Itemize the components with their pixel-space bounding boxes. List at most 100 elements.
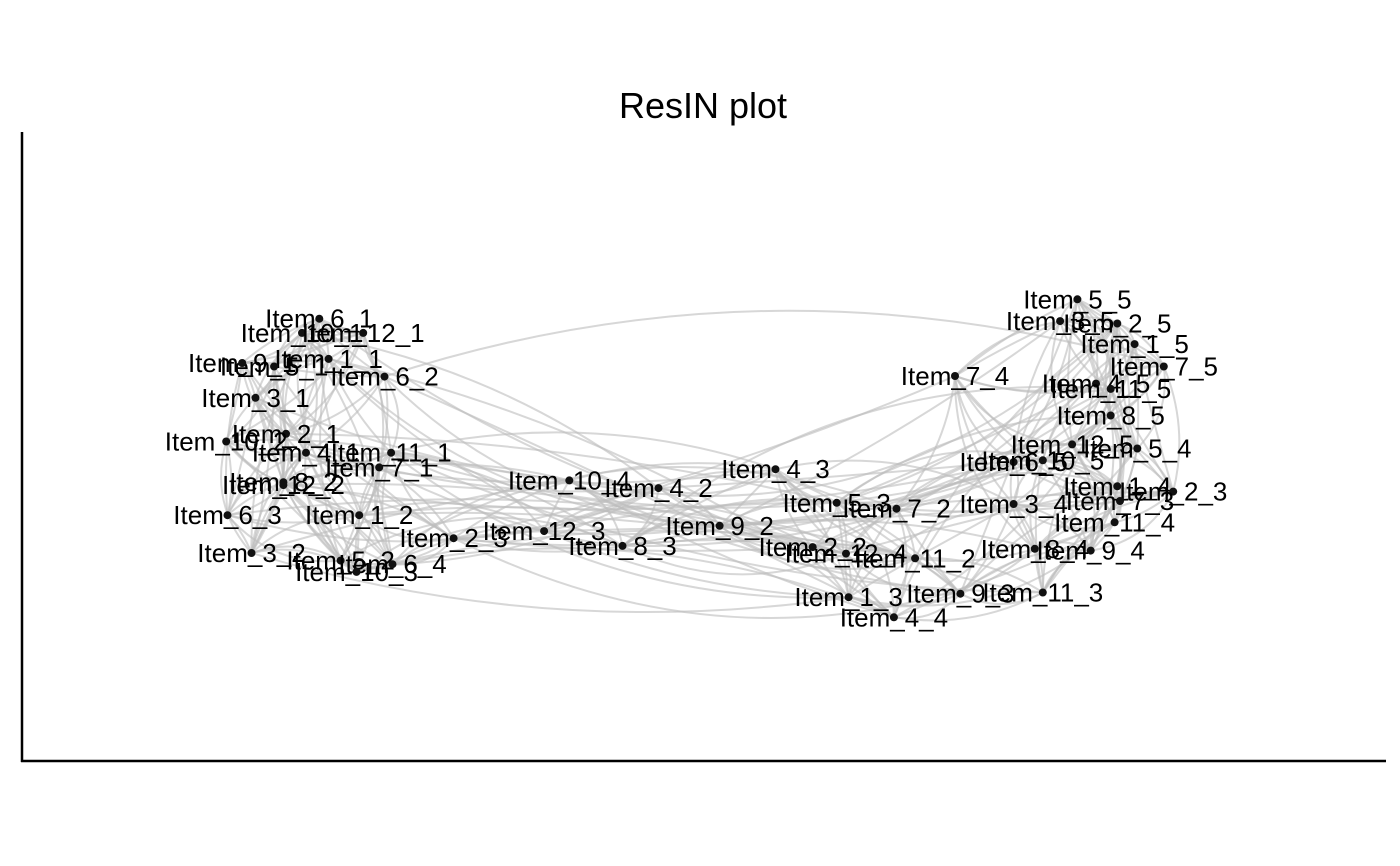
node-label: Item_3_1 [201, 383, 309, 413]
node-point [270, 362, 279, 371]
node-point [565, 476, 574, 485]
node-point [380, 372, 389, 381]
edge [1089, 323, 1131, 552]
node-label: Item_11_5 [1050, 374, 1171, 404]
node-label: Item_1_5 [1080, 329, 1188, 359]
edge [812, 546, 916, 563]
node-label: Item_7_4 [901, 361, 1009, 391]
edge [273, 354, 329, 368]
edge [1114, 490, 1174, 524]
node-label: Item_5_5 [1023, 284, 1131, 314]
edge [251, 548, 358, 573]
node-label: Item_12_4 [785, 539, 908, 569]
edge [1089, 415, 1115, 552]
edge [273, 365, 385, 378]
edge [250, 366, 276, 554]
edge [836, 414, 1111, 504]
edge [774, 469, 814, 548]
edge [453, 521, 1116, 619]
node-point [223, 511, 232, 520]
edge [915, 557, 1044, 594]
node-label: Item_10_3 [295, 557, 418, 587]
edge [1041, 485, 1119, 594]
edge [1050, 320, 1073, 445]
edge [1116, 322, 1165, 367]
node-label: Item_10_4 [508, 465, 631, 495]
node-label: Item_7_3 [1066, 486, 1174, 516]
node-point [842, 549, 850, 558]
node-point [298, 328, 306, 337]
node-point [889, 613, 898, 622]
edge [283, 481, 394, 565]
node-point [1113, 319, 1122, 328]
edge [1013, 443, 1073, 505]
edge [379, 462, 570, 482]
edge [250, 513, 360, 554]
edge [362, 332, 386, 378]
node-label: Item_3_5 [1006, 306, 1114, 336]
node-label: Item_2_3 [1119, 477, 1227, 507]
edge [835, 502, 848, 554]
edge [391, 451, 545, 532]
node-point [355, 511, 364, 520]
edge [1059, 320, 1112, 390]
edge [226, 397, 257, 516]
edge [390, 451, 570, 482]
edge [305, 452, 394, 565]
node-label: Item_4_3 [721, 454, 829, 484]
node-label: Item_7_1 [325, 452, 433, 482]
edge [220, 441, 253, 554]
edge [391, 479, 570, 565]
node-point [1113, 482, 1122, 491]
edge [358, 501, 545, 532]
node-label: Item_9_1 [188, 348, 296, 378]
node-label: Item_12_2 [222, 470, 345, 500]
node-point [832, 498, 841, 507]
edge [543, 479, 571, 532]
edge [543, 503, 814, 548]
edge [340, 516, 623, 562]
edge [283, 482, 847, 555]
node-label: Item_6_2 [330, 362, 438, 392]
edge [453, 487, 659, 540]
node-point [654, 484, 663, 493]
edge [390, 451, 1044, 509]
edge [621, 498, 837, 547]
node-point [808, 543, 817, 552]
node-point [1106, 384, 1115, 393]
edge [383, 376, 400, 454]
node-point [302, 448, 310, 457]
edge [1077, 298, 1136, 345]
node-label: Item_3_2 [197, 538, 305, 568]
node-point [618, 541, 627, 550]
node-label: Item_5_4 [1083, 434, 1191, 464]
edge [1012, 320, 1061, 463]
node-label: Item_11_4 [1054, 507, 1175, 537]
edge [226, 514, 341, 563]
edge [719, 524, 850, 598]
node-point [1030, 544, 1039, 553]
node-label: Item_5_2 [286, 546, 394, 576]
edge [953, 375, 1036, 550]
node-label: Item_3_4 [959, 489, 1067, 519]
edge [621, 385, 1111, 547]
edge [1113, 448, 1139, 523]
node-label: Item_4_5 [1042, 369, 1150, 399]
edge [390, 451, 849, 599]
edge [354, 452, 392, 572]
edge [251, 552, 849, 613]
edge [544, 490, 1174, 533]
node-label: Item_9_2 [665, 511, 773, 541]
edge [282, 484, 358, 573]
edge [1095, 365, 1164, 385]
edge [242, 331, 364, 364]
edge [283, 466, 380, 487]
edge [1034, 447, 1139, 550]
edge [390, 431, 776, 471]
edge [569, 462, 776, 482]
node-label: Item_2_5 [1063, 309, 1171, 339]
node-label: Item_6_1 [265, 304, 373, 334]
edge [1104, 323, 1119, 416]
edge [718, 468, 777, 527]
